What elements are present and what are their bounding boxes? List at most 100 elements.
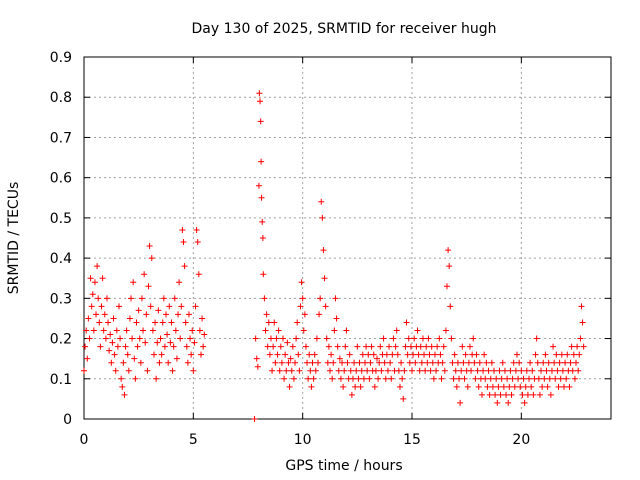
data-point <box>388 375 395 382</box>
data-point <box>271 319 278 326</box>
data-point <box>485 367 492 374</box>
data-point <box>521 399 528 406</box>
plot-frame <box>83 56 612 420</box>
data-point <box>167 339 174 346</box>
data-point <box>520 375 527 382</box>
data-point <box>578 303 585 310</box>
data-point <box>566 383 573 390</box>
data-point <box>161 343 168 350</box>
data-point <box>312 367 319 374</box>
data-point <box>428 343 435 350</box>
data-point <box>117 335 124 342</box>
data-point <box>453 383 460 390</box>
data-point <box>429 359 436 366</box>
data-point <box>184 359 191 366</box>
data-point <box>462 351 469 358</box>
grid-lines <box>84 57 611 419</box>
data-point <box>113 327 120 334</box>
data-point <box>533 335 540 342</box>
data-point <box>81 367 87 374</box>
data-point <box>164 331 171 338</box>
data-point <box>308 383 315 390</box>
data-point <box>115 303 122 310</box>
data-point <box>177 335 184 342</box>
data-point <box>450 375 457 382</box>
data-point <box>337 375 344 382</box>
data-point <box>534 359 541 366</box>
data-point <box>576 351 583 358</box>
data-point <box>187 335 194 342</box>
data-point <box>540 359 547 366</box>
data-point <box>106 347 113 354</box>
data-point <box>506 383 513 390</box>
data-point <box>108 359 115 366</box>
data-point <box>301 311 308 318</box>
data-point <box>136 335 143 342</box>
data-point <box>343 327 350 334</box>
data-point <box>199 315 206 322</box>
data-point <box>352 383 359 390</box>
y-tick-label: 0.5 <box>50 211 72 227</box>
data-point <box>290 375 297 382</box>
data-point <box>513 351 520 358</box>
data-point <box>165 359 172 366</box>
data-point <box>150 351 157 358</box>
data-point <box>129 335 136 342</box>
data-point <box>407 343 414 350</box>
data-point <box>482 375 489 382</box>
data-point <box>439 359 446 366</box>
data-point <box>495 383 502 390</box>
data-point <box>190 367 197 374</box>
data-point <box>438 375 445 382</box>
data-point <box>518 367 525 374</box>
data-point <box>454 359 461 366</box>
data-point <box>289 343 296 350</box>
data-point <box>430 375 437 382</box>
data-point <box>508 391 515 398</box>
data-point <box>141 271 148 278</box>
data-point <box>130 279 137 286</box>
data-point <box>332 295 339 302</box>
data-point <box>156 359 163 366</box>
data-point <box>124 351 131 358</box>
data-point <box>443 283 450 290</box>
data-point <box>556 359 563 366</box>
data-point <box>193 226 200 233</box>
data-point <box>363 343 370 350</box>
data-point <box>399 375 406 382</box>
data-point <box>107 331 114 338</box>
data-point <box>545 359 552 366</box>
data-point <box>542 351 549 358</box>
data-point <box>551 359 558 366</box>
data-point <box>447 303 454 310</box>
data-point <box>503 391 510 398</box>
data-point <box>263 311 270 318</box>
data-point <box>275 327 282 334</box>
data-point <box>112 367 119 374</box>
data-point <box>158 351 165 358</box>
data-point <box>554 367 561 374</box>
data-point <box>181 263 188 270</box>
data-point <box>310 375 317 382</box>
y-tick-label: 0 <box>63 412 72 428</box>
data-point <box>120 359 127 366</box>
data-point <box>192 303 199 310</box>
data-point <box>377 343 384 350</box>
data-point <box>340 383 347 390</box>
data-point <box>358 367 365 374</box>
data-point <box>465 359 472 366</box>
data-point <box>478 391 485 398</box>
data-point <box>292 359 299 366</box>
data-point <box>367 359 374 366</box>
data-point <box>157 335 164 342</box>
data-point <box>197 351 204 358</box>
data-point <box>168 319 175 326</box>
data-point <box>380 335 387 342</box>
data-point <box>293 335 300 342</box>
data-point <box>464 383 471 390</box>
data-point <box>515 375 522 382</box>
data-point <box>105 319 112 326</box>
data-point <box>558 351 565 358</box>
data-point <box>353 367 360 374</box>
data-point <box>146 243 153 250</box>
